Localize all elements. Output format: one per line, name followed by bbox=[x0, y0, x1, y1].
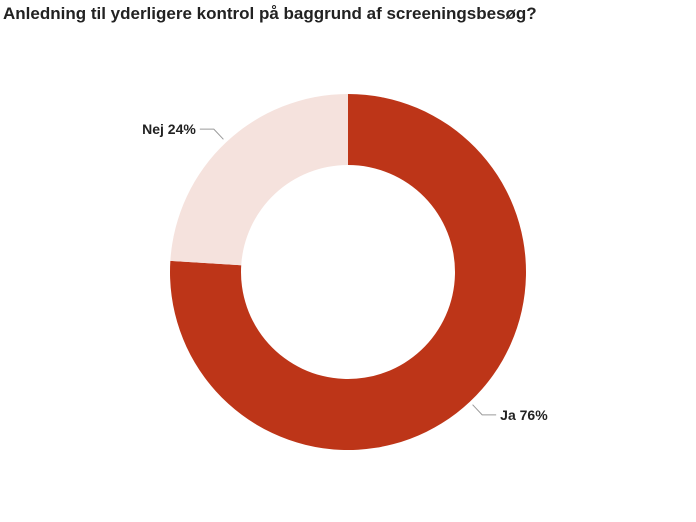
slice-nej[interactable] bbox=[170, 94, 348, 266]
chart-title: Anledning til yderligere kontrol på bagg… bbox=[3, 4, 537, 23]
slice-ja[interactable] bbox=[170, 94, 526, 450]
slice-label-ja: Ja 76% bbox=[500, 407, 548, 423]
donut-slices bbox=[170, 94, 526, 450]
leader-line-ja bbox=[472, 404, 497, 416]
donut-labels: Ja 76% Nej 24% bbox=[142, 121, 548, 423]
slice-label-nej: Nej 24% bbox=[142, 121, 196, 137]
leader-line-nej bbox=[199, 128, 224, 140]
